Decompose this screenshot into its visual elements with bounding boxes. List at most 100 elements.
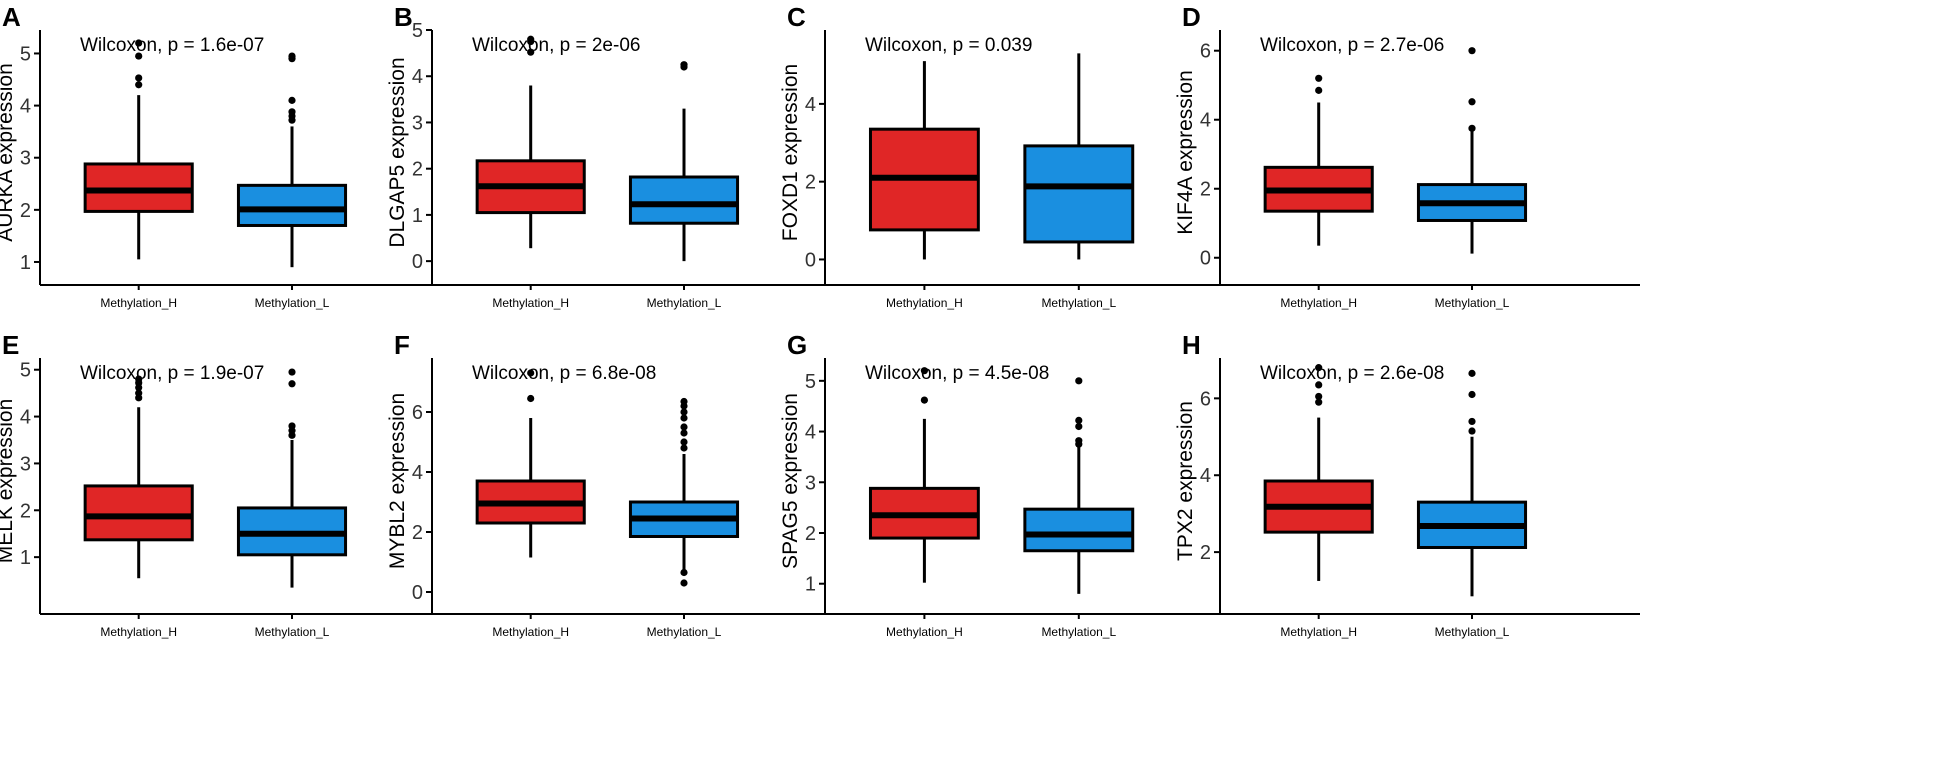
x-tick-label: Methylation_H — [1280, 296, 1357, 310]
outlier-point — [1315, 392, 1323, 401]
outlier-point — [135, 52, 143, 60]
outlier-point — [920, 396, 929, 404]
y-tick-label: 3 — [805, 472, 816, 494]
outlier-point — [920, 367, 929, 375]
y-tick-label: 1 — [805, 574, 816, 596]
x-tick-label: Methylation_H — [886, 625, 963, 639]
x-tick-label: Methylation_L — [647, 296, 722, 310]
box-methylation-l: Methylation_L — [236, 52, 348, 310]
outlier-point — [527, 35, 535, 43]
panel-label: A — [2, 2, 21, 32]
panel-label: D — [1182, 2, 1201, 32]
wilcoxon-annotation: Wilcoxon, p = 1.9e-07 — [80, 363, 264, 384]
x-tick-label: Methylation_H — [492, 296, 569, 310]
panel-label: H — [1182, 330, 1201, 360]
y-tick-label: 4 — [1200, 465, 1211, 487]
x-tick-label: Methylation_L — [255, 296, 330, 310]
outlier-point — [680, 444, 688, 452]
outlier-point — [288, 52, 296, 60]
y-tick-label: 1 — [412, 205, 423, 227]
box-methylation-l: Methylation_L — [628, 61, 740, 310]
box-methylation-l: Methylation_L — [1023, 53, 1135, 310]
y-tick-label: 3 — [412, 112, 423, 134]
outlier-point — [680, 579, 688, 587]
outlier-point — [288, 422, 296, 430]
panel-label: E — [2, 330, 19, 360]
outlier-point — [288, 96, 296, 104]
outlier-point — [1468, 417, 1476, 426]
outlier-point — [1315, 364, 1323, 372]
y-tick-label: 3 — [20, 453, 31, 475]
outlier-point — [680, 438, 688, 446]
y-tick-label: 4 — [1200, 110, 1211, 132]
y-axis-label: DLGAP5 expression — [386, 57, 409, 247]
wilcoxon-annotation: Wilcoxon, p = 4.5e-08 — [865, 363, 1049, 384]
outlier-point — [1468, 47, 1476, 55]
outlier-point — [288, 108, 296, 116]
y-tick-label: 2 — [20, 200, 31, 222]
y-tick-label: 1 — [20, 547, 31, 569]
y-axis-label: FOXD1 expression — [779, 64, 802, 241]
box-methylation-l: Methylation_L — [1023, 377, 1135, 639]
y-tick-label: 2 — [805, 523, 816, 545]
x-tick-label: Methylation_H — [492, 625, 569, 639]
y-axis-label: TPX2 expression — [1174, 401, 1197, 561]
outlier-point — [527, 369, 535, 377]
outlier-point — [1315, 74, 1323, 82]
outlier-point — [527, 48, 535, 56]
iqr-box — [83, 484, 194, 542]
outlier-point — [1075, 422, 1083, 431]
outlier-point — [1075, 437, 1083, 445]
outlier-point — [1315, 86, 1323, 94]
iqr-box — [1023, 507, 1135, 553]
y-tick-label: 6 — [1200, 41, 1211, 63]
box-methylation-h: Methylation_H — [1263, 364, 1374, 639]
y-tick-label: 6 — [412, 402, 423, 424]
outlier-point — [1468, 390, 1476, 399]
outlier-point — [680, 408, 688, 416]
outlier-point — [1468, 98, 1476, 106]
y-axis-label: SPAG5 expression — [779, 393, 802, 569]
outlier-point — [680, 414, 688, 422]
outlier-point — [1315, 381, 1323, 389]
x-tick-label: Methylation_H — [100, 625, 177, 639]
iqr-box — [1023, 144, 1135, 244]
iqr-box — [236, 183, 348, 227]
box-methylation-h: Methylation_H — [475, 35, 586, 310]
y-tick-label: 2 — [805, 172, 816, 194]
outlier-point — [135, 39, 143, 47]
outlier-point — [680, 423, 688, 431]
panel-label: G — [787, 330, 807, 360]
y-tick-label: 0 — [1200, 248, 1211, 270]
y-axis-label: AURKA expression — [0, 63, 17, 242]
box-methylation-h: Methylation_H — [475, 369, 586, 639]
outlier-point — [135, 389, 143, 397]
box-methylation-h: Methylation_H — [83, 375, 194, 639]
outlier-point — [680, 61, 688, 69]
outlier-point — [680, 429, 688, 437]
box-methylation-h: Methylation_H — [83, 39, 194, 310]
box-methylation-h: Methylation_H — [868, 61, 980, 310]
wilcoxon-annotation: Wilcoxon, p = 1.6e-07 — [80, 35, 264, 56]
y-axis-label: KIF4A expression — [1174, 70, 1197, 235]
outlier-point — [135, 375, 143, 383]
panel-label: F — [394, 330, 410, 360]
box-methylation-h: Methylation_H — [868, 367, 980, 639]
y-axis-label: MELK expression — [0, 399, 17, 564]
outlier-point — [1075, 416, 1083, 424]
y-tick-label: 4 — [20, 96, 31, 118]
x-tick-label: Methylation_L — [255, 625, 330, 639]
x-tick-label: Methylation_L — [1041, 296, 1116, 310]
outlier-point — [135, 74, 143, 82]
wilcoxon-annotation: Wilcoxon, p = 2.6e-08 — [1260, 363, 1444, 384]
outlier-point — [527, 394, 535, 403]
